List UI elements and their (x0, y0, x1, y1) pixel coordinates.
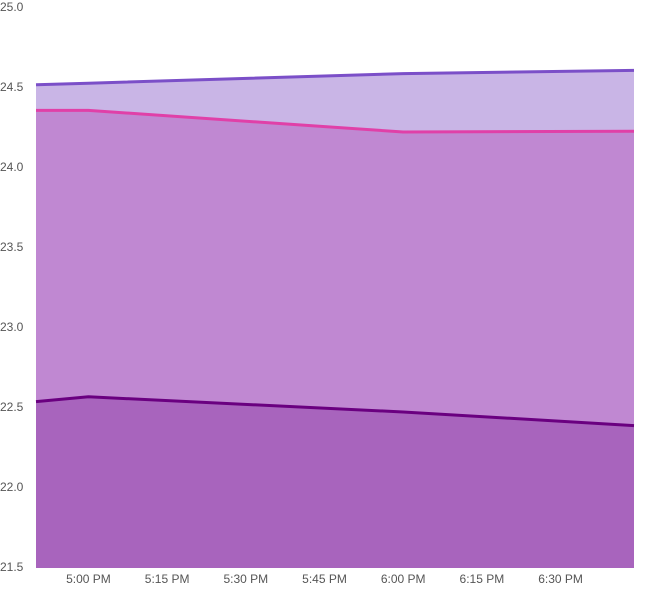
y-tick-label: 24.0 (0, 160, 24, 174)
area (36, 396, 634, 568)
x-tick-label: 5:30 PM (223, 572, 268, 586)
y-tick-label: 23.0 (0, 320, 24, 334)
x-tick-label: 6:15 PM (460, 572, 505, 586)
line (35, 395, 635, 428)
y-tick-label: 24.5 (0, 80, 24, 94)
x-tick-label: 5:15 PM (145, 572, 190, 586)
x-tick-label: 5:00 PM (66, 572, 111, 586)
x-tick-label: 6:30 PM (538, 572, 583, 586)
x-tick-label: 6:00 PM (381, 572, 426, 586)
y-tick-label: 21.5 (0, 560, 24, 574)
y-tick-label: 25.0 (0, 0, 24, 14)
x-tick-label: 5:45 PM (302, 572, 347, 586)
y-tick-label: 22.0 (0, 480, 24, 494)
y-tick-label: 22.5 (0, 400, 24, 414)
y-tick-label: 23.5 (0, 240, 24, 254)
line (35, 68, 635, 87)
line (36, 108, 635, 134)
